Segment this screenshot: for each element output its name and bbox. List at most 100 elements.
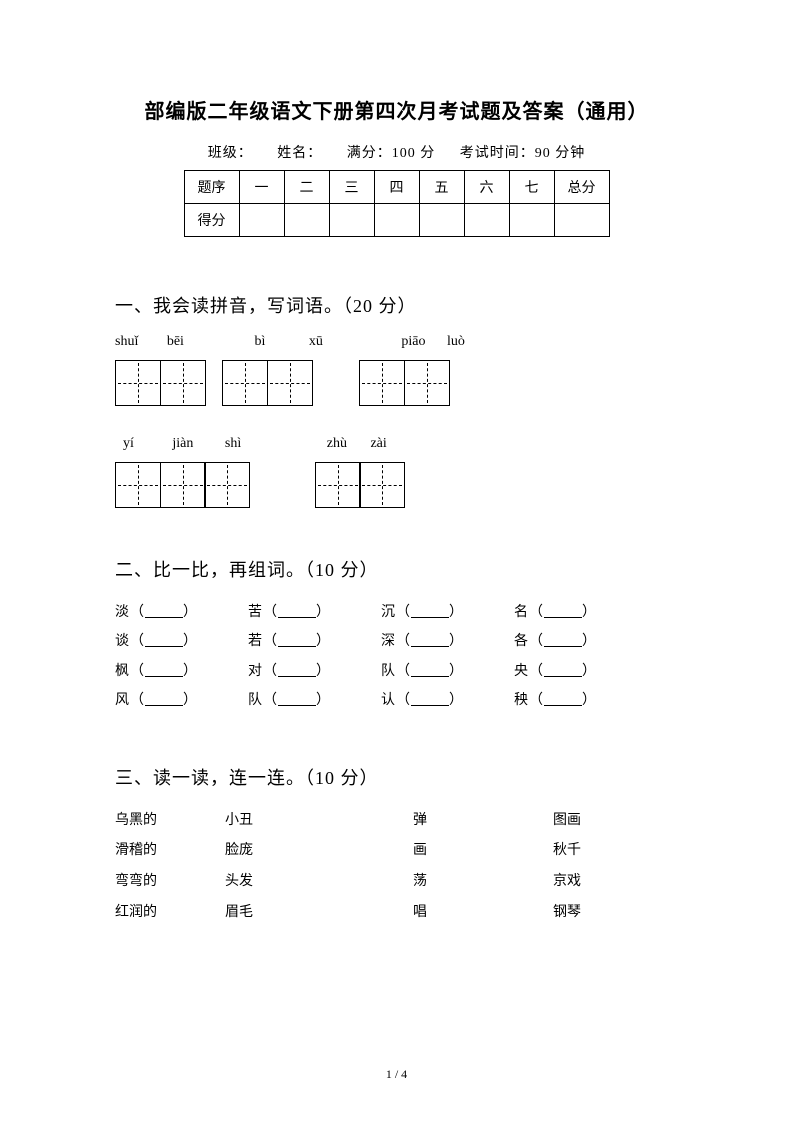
score-table: 题序 一 二 三 四 五 六 七 总分 得分: [184, 170, 610, 237]
grid-group: [115, 462, 249, 508]
compare-row: 谈（）若（）深（）各（）: [115, 627, 678, 656]
section2-heading: 二、比一比，再组词。（10 分）: [115, 556, 678, 582]
match-cell: 滑稽的: [115, 836, 225, 867]
match-cell: 眉毛: [225, 898, 413, 929]
fill-blank[interactable]: [278, 692, 316, 706]
char-box[interactable]: [160, 462, 206, 508]
cell-blank[interactable]: [509, 204, 554, 237]
cell-blank[interactable]: [239, 204, 284, 237]
char-box[interactable]: [222, 360, 268, 406]
match-cell: 京戏: [553, 867, 581, 898]
grid-group: [115, 360, 204, 406]
match-cell: 钢琴: [553, 898, 581, 929]
compare-item: 各（）: [514, 627, 647, 656]
fill-blank[interactable]: [411, 663, 449, 677]
fill-blank[interactable]: [145, 604, 183, 618]
char-box[interactable]: [115, 462, 161, 508]
pinyin: piāo: [401, 334, 425, 350]
compare-item: 队（）: [381, 657, 514, 686]
class-label: 班级：: [208, 146, 253, 161]
name-label: 姓名：: [277, 146, 322, 161]
cell-blank[interactable]: [374, 204, 419, 237]
fill-blank[interactable]: [411, 692, 449, 706]
pinyin: shì: [225, 436, 241, 452]
fill-blank[interactable]: [544, 663, 582, 677]
char-box[interactable]: [204, 462, 250, 508]
pinyin: jiàn: [172, 436, 193, 452]
compare-item: 队（）: [248, 686, 381, 715]
cell-blank[interactable]: [464, 204, 509, 237]
char-box[interactable]: [315, 462, 361, 508]
compare-rows: 淡（）苦（）沉（）名（）谈（）若（）深（）各（）枫（）对（）队（）央（）风（）队…: [115, 598, 678, 716]
match-cell: 唱: [413, 898, 553, 929]
cell-col: 五: [419, 171, 464, 204]
compare-item: 淡（）: [115, 598, 248, 627]
match-cell: 弹: [413, 806, 553, 837]
match-cell: 红润的: [115, 898, 225, 929]
compare-item: 风（）: [115, 686, 248, 715]
char-box[interactable]: [359, 360, 405, 406]
compare-item: 对（）: [248, 657, 381, 686]
match-row: 弯弯的头发荡京戏: [115, 867, 678, 898]
compare-item: 央（）: [514, 657, 647, 686]
cell-order-header: 题序: [184, 171, 239, 204]
compare-item: 枫（）: [115, 657, 248, 686]
char-box[interactable]: [267, 360, 313, 406]
section3-heading: 三、读一读，连一连。（10 分）: [115, 764, 678, 790]
compare-row: 枫（）对（）队（）央（）: [115, 657, 678, 686]
char-box[interactable]: [404, 360, 450, 406]
fill-blank[interactable]: [145, 633, 183, 647]
cell-blank[interactable]: [329, 204, 374, 237]
match-cell: 弯弯的: [115, 867, 225, 898]
cell-blank[interactable]: [284, 204, 329, 237]
fill-blank[interactable]: [544, 633, 582, 647]
compare-item: 沉（）: [381, 598, 514, 627]
match-cell: 图画: [553, 806, 581, 837]
compare-item: 谈（）: [115, 627, 248, 656]
cell-score-header: 得分: [184, 204, 239, 237]
compare-row: 淡（）苦（）沉（）名（）: [115, 598, 678, 627]
fill-blank[interactable]: [278, 663, 316, 677]
char-box[interactable]: [160, 360, 206, 406]
cell-col: 四: [374, 171, 419, 204]
compare-row: 风（）队（）认（）秧（）: [115, 686, 678, 715]
compare-item: 名（）: [514, 598, 647, 627]
grid-group: [222, 360, 311, 406]
match-row: 乌黑的小丑弹图画: [115, 806, 678, 837]
section1-heading: 一、我会读拼音，写词语。（20 分）: [115, 292, 678, 318]
time-label: 考试时间：90 分钟: [460, 146, 586, 161]
fill-blank[interactable]: [544, 692, 582, 706]
full-score-label: 满分：100 分: [347, 146, 436, 161]
cell-col: 二: [284, 171, 329, 204]
match-cell: 头发: [225, 867, 413, 898]
match-cell: 小丑: [225, 806, 413, 837]
grid-row-1: [115, 360, 678, 406]
table-row: 题序 一 二 三 四 五 六 七 总分: [184, 171, 609, 204]
fill-blank[interactable]: [278, 633, 316, 647]
pinyin: xū: [309, 334, 323, 350]
fill-blank[interactable]: [411, 633, 449, 647]
fill-blank[interactable]: [145, 663, 183, 677]
compare-item: 秧（）: [514, 686, 647, 715]
fill-blank[interactable]: [411, 604, 449, 618]
compare-item: 深（）: [381, 627, 514, 656]
cell-col: 一: [239, 171, 284, 204]
char-box[interactable]: [115, 360, 161, 406]
match-cell: 脸庞: [225, 836, 413, 867]
pinyin-row-2: yí jiàn shì zhù zài: [115, 436, 678, 452]
table-row: 得分: [184, 204, 609, 237]
grid-group: [315, 462, 404, 508]
match-cell: 画: [413, 836, 553, 867]
cell-blank[interactable]: [554, 204, 609, 237]
fill-blank[interactable]: [278, 604, 316, 618]
pinyin: yí: [123, 436, 134, 452]
match-rows: 乌黑的小丑弹图画滑稽的脸庞画秋千弯弯的头发荡京戏红润的眉毛唱钢琴: [115, 806, 678, 929]
char-box[interactable]: [359, 462, 405, 508]
fill-blank[interactable]: [145, 692, 183, 706]
pinyin: bēi: [167, 334, 184, 350]
fill-blank[interactable]: [544, 604, 582, 618]
cell-blank[interactable]: [419, 204, 464, 237]
match-row: 红润的眉毛唱钢琴: [115, 898, 678, 929]
pinyin: zhù: [327, 436, 347, 452]
section-1: 一、我会读拼音，写词语。（20 分） shuǐ bēi bì xū piāo l…: [115, 292, 678, 508]
